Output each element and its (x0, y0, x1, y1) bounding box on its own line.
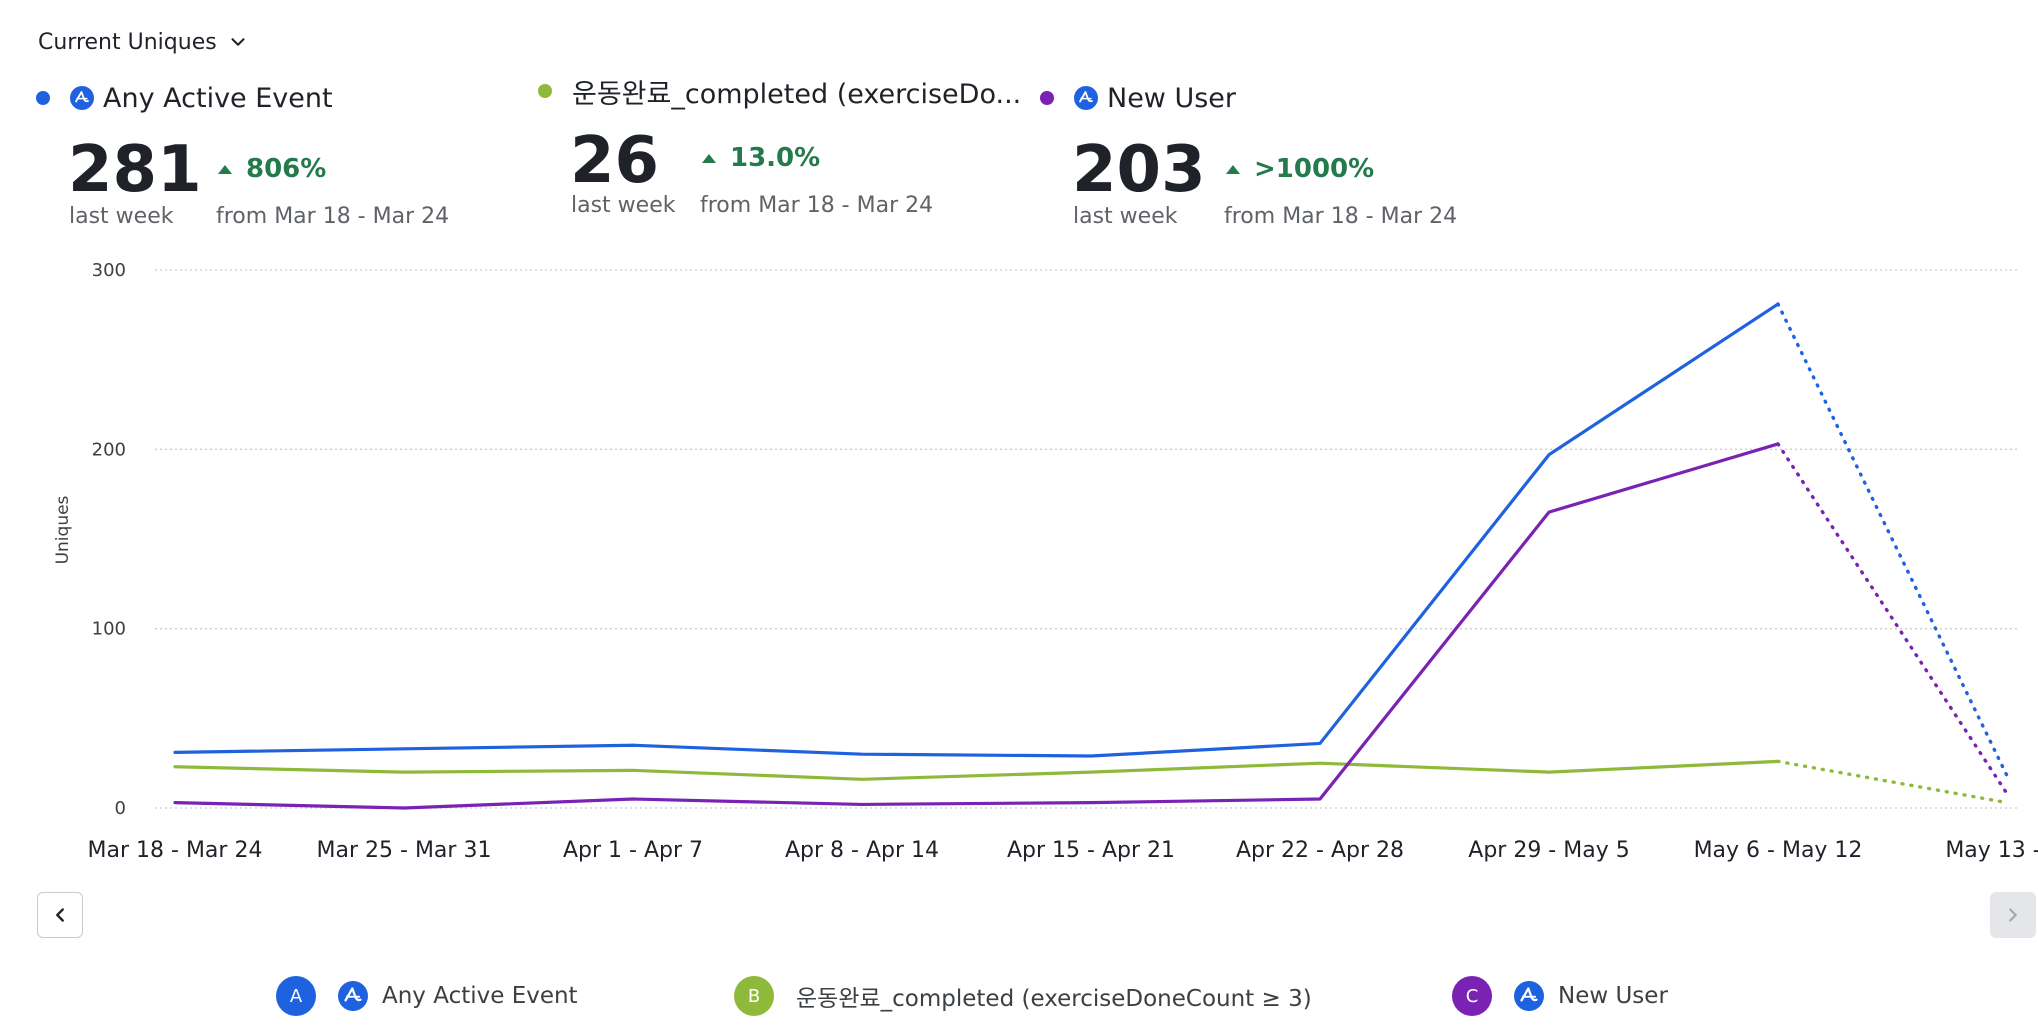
up-arrow-icon (218, 164, 232, 174)
metric-value: 203 (1072, 133, 1206, 207)
series-color-dot (538, 84, 552, 98)
legend-item-c[interactable]: C New User (1452, 975, 1668, 1017)
line-chart: 0 100 200 300 Uniques Mar 18 - Mar 24 Mar 25… (53, 260, 2038, 863)
metric-change-value: 13.0% (730, 143, 821, 173)
metric-compare: from Mar 18 - Mar 24 (216, 204, 450, 229)
series-line (173, 442, 1780, 810)
x-tick-label: Apr 1 - Apr 7 (563, 838, 703, 863)
y-axis-ticks: 0 100 200 300 (92, 260, 126, 819)
metric-change: 806% (218, 154, 326, 184)
series-badge: B (734, 976, 774, 1016)
series-badge: C (1452, 976, 1492, 1016)
metric-change-value: >1000% (1254, 154, 1375, 184)
series-c (173, 442, 2009, 810)
series-line-incomplete (1776, 442, 2009, 796)
series-a (173, 302, 2009, 778)
legend-item-b[interactable]: B 운동완료_completed (exerciseDoneCount ≥ 3) (734, 975, 1312, 1017)
chevron-right-icon (2009, 908, 2017, 922)
metric-dropdown-label: Current Uniques (38, 29, 217, 55)
y-tick-label: 0 (115, 798, 126, 819)
series-color-dot (36, 91, 50, 105)
x-tick-label: Apr 22 - Apr 28 (1236, 838, 1404, 863)
series-color-dot (1040, 91, 1054, 105)
y-tick-label: 100 (92, 619, 126, 640)
metric-dropdown[interactable]: Current Uniques (38, 24, 249, 60)
amplitude-logo-icon (1514, 981, 1544, 1011)
series-line (173, 302, 1780, 758)
series-line-incomplete (1776, 759, 2009, 805)
y-tick-label: 300 (92, 260, 126, 281)
amplitude-logo-icon (70, 86, 94, 110)
series-name: New User (1107, 82, 1237, 114)
legend-label: Any Active Event (382, 983, 578, 1009)
summary-card-new-user: New User 203 last week >1000% from Mar 1… (1040, 78, 1540, 238)
chevron-left-icon (56, 908, 64, 922)
metric-change: >1000% (1226, 154, 1374, 184)
metric-period: last week (69, 204, 174, 229)
series-b (173, 759, 2009, 805)
series-name: 운동완료_completed (exerciseDo... (572, 78, 1022, 110)
metric-value: 26 (570, 124, 660, 198)
amplitude-logo-icon (1074, 86, 1098, 110)
metric-period: last week (571, 193, 676, 218)
metric-change: 13.0% (702, 143, 820, 173)
metric-value: 281 (68, 133, 202, 207)
x-tick-label: Apr 29 - May 5 (1468, 838, 1629, 863)
legend-label: New User (1558, 983, 1668, 1009)
metric-change-value: 806% (246, 154, 327, 184)
prev-page-button[interactable] (37, 892, 83, 938)
up-arrow-icon (1226, 164, 1240, 174)
y-tick-label: 200 (92, 439, 126, 460)
next-page-button[interactable] (1990, 892, 2036, 938)
y-axis-label: Uniques (53, 495, 73, 564)
x-axis-ticks: Mar 18 - Mar 24 Mar 25 - Mar 31 Apr 1 - Ap… (88, 838, 2038, 863)
metric-period: last week (1073, 204, 1178, 229)
metric-compare: from Mar 18 - Mar 24 (1224, 204, 1458, 229)
x-tick-label: May 6 - May 12 (1694, 838, 1863, 863)
metric-compare: from Mar 18 - Mar 24 (700, 193, 934, 218)
x-tick-label: Apr 15 - Apr 21 (1007, 838, 1175, 863)
summary-card-any-active-event: Any Active Event 281 last week 806% from… (36, 78, 516, 238)
series-lines (173, 302, 2009, 810)
summary-card-exercise-completed: 운동완료_completed (exerciseDo... 26 last we… (538, 71, 1038, 231)
legend-label: 운동완료_completed (exerciseDoneCount ≥ 3) (796, 986, 1312, 1012)
series-line (173, 759, 1780, 781)
series-line-incomplete (1776, 302, 2009, 778)
x-tick-label: Apr 8 - Apr 14 (785, 838, 939, 863)
grid-lines (155, 269, 2018, 809)
amplitude-logo-icon (338, 981, 368, 1011)
x-tick-label: Mar 18 - Mar 24 (88, 838, 263, 863)
up-arrow-icon (702, 153, 716, 163)
series-badge: A (276, 976, 316, 1016)
x-tick-label: May 13 - ... (1945, 838, 2038, 863)
legend-item-a[interactable]: A Any Active Event (276, 975, 578, 1017)
chevron-down-icon (231, 38, 245, 46)
x-tick-label: Mar 25 - Mar 31 (317, 838, 492, 863)
series-name: Any Active Event (103, 82, 333, 114)
